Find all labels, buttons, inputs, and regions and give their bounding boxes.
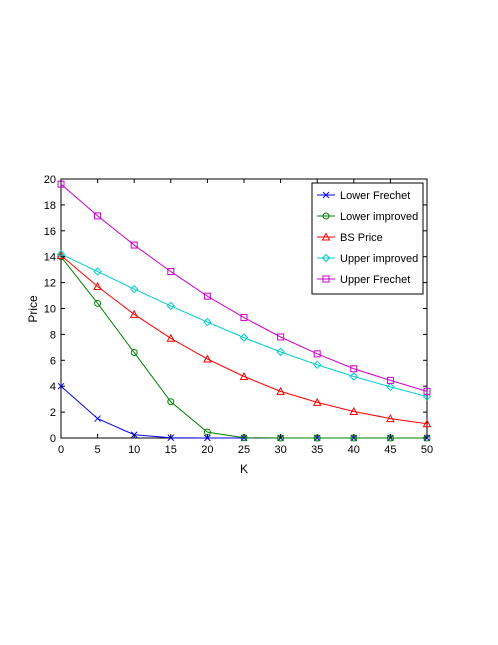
series-line-upper-frechet [60, 183, 428, 392]
data-point-lower-improved [167, 398, 175, 406]
y-tick-label: 6 [50, 355, 56, 367]
data-point-upper-frechet [203, 292, 211, 300]
x-tick-label: 5 [95, 444, 101, 456]
legend-label: Upper improved [340, 253, 418, 265]
y-tick-label: 18 [44, 200, 56, 212]
legend-label: Lower Frechet [340, 190, 410, 202]
x-tick-label: 30 [274, 444, 286, 456]
legend-label: Upper Frechet [340, 274, 410, 286]
y-axis-label: Price [26, 295, 40, 323]
legend-item-upper-frechet: Upper Frechet [317, 274, 410, 286]
data-point-upper-frechet [130, 241, 138, 249]
y-tick-label: 8 [50, 329, 56, 341]
data-point-upper-improved [422, 392, 432, 401]
data-point-bs-price [422, 419, 432, 428]
legend-item-bs-price: BS Price [317, 232, 383, 244]
legend-item-upper-improved: Upper improved [317, 253, 418, 265]
legend-marker [322, 191, 330, 199]
data-point-upper-improved [276, 347, 285, 357]
data-point-upper-improved [386, 382, 395, 392]
legend-label: Lower improved [340, 211, 418, 223]
legend-box [311, 182, 424, 295]
y-tick-label: 10 [44, 304, 56, 316]
legend-marker-stroke [322, 191, 330, 199]
data-point-upper-improved [129, 284, 139, 294]
data-point-lower-frechet-stroke [94, 415, 101, 422]
legend-marker [322, 275, 330, 283]
data-point-bs-price [203, 354, 212, 363]
x-tick-label: 40 [348, 444, 360, 456]
series-line-bs-price [60, 255, 428, 425]
y-tick-label: 14 [44, 252, 56, 264]
x-tick-label: 15 [165, 444, 177, 456]
data-point-upper-frechet [277, 333, 285, 341]
legend: Lower Frechet Lower improved BS Price Upper… [311, 182, 424, 295]
data-point-upper-improved [239, 333, 249, 342]
data-point-lower-frechet [94, 415, 101, 422]
x-tick-label: 25 [238, 444, 250, 456]
x-tick-label: 45 [384, 444, 396, 456]
data-point-upper-frechet [94, 212, 102, 220]
data-point-bs-price [349, 406, 359, 415]
series-upper-frechet [57, 180, 431, 395]
y-tick-label: 12 [44, 278, 56, 290]
data-point-upper-improved [312, 360, 322, 370]
legend-marker [322, 212, 330, 220]
legend-item-lower-improved: Lower improved [317, 211, 418, 223]
data-point-upper-frechet [313, 350, 321, 358]
data-point-bs-price [129, 309, 139, 318]
data-point-upper-frechet [240, 314, 248, 322]
axis-ticks: 0 5 10 15 20 25 30 35 40 45 50 0 2 4 6 8 10 12 14 16 18 20 [44, 174, 433, 456]
x-tick-label: 10 [128, 444, 140, 456]
data-point-upper-frechet [350, 365, 358, 373]
data-point-lower-improved [130, 349, 138, 357]
x-tick-label: 0 [58, 444, 64, 456]
data-point-upper-improved [56, 249, 66, 259]
series-upper-improved [56, 249, 432, 401]
legend-label: BS Price [340, 232, 383, 244]
x-tick-label: 50 [421, 444, 433, 456]
data-point-upper-frechet [423, 387, 431, 395]
y-tick-label: 4 [50, 381, 56, 393]
x-axis-label: K [240, 462, 248, 476]
x-tick-label: 20 [201, 444, 213, 456]
data-point-upper-frechet [167, 268, 175, 276]
y-tick-label: 20 [44, 174, 56, 186]
data-point-upper-improved [349, 372, 359, 381]
data-point-upper-improved [93, 267, 102, 276]
y-tick-label: 0 [50, 433, 56, 445]
data-point-bs-price [312, 397, 322, 406]
data-point-upper-improved [166, 301, 176, 311]
data-point-bs-price [386, 414, 395, 423]
y-tick-label: 16 [44, 226, 56, 238]
y-tick-label: 2 [50, 407, 56, 419]
legend-item-lower-frechet: Lower Frechet [317, 190, 410, 202]
data-point-upper-frechet [386, 376, 394, 384]
data-point-lower-improved [94, 299, 102, 307]
data-point-upper-improved [203, 317, 212, 327]
x-tick-label: 35 [311, 444, 323, 456]
data-point-bs-price [239, 371, 249, 380]
legend-marker [321, 232, 331, 241]
data-point-bs-price [93, 281, 102, 290]
series-line-upper-improved [60, 253, 428, 398]
legend-marker [321, 253, 331, 263]
data-point-bs-price [276, 386, 285, 395]
data-point-bs-price [166, 333, 176, 342]
